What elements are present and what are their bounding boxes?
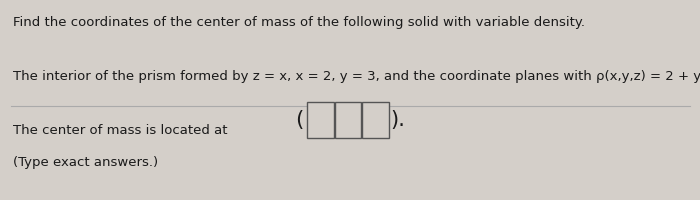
Text: The center of mass is located at: The center of mass is located at — [13, 124, 231, 137]
Bar — [335, 102, 361, 138]
Text: (: ( — [295, 110, 303, 130]
Bar — [307, 102, 334, 138]
Text: Find the coordinates of the center of mass of the following solid with variable : Find the coordinates of the center of ma… — [13, 16, 584, 29]
Text: The interior of the prism formed by z = x, x = 2, y = 3, and the coordinate plan: The interior of the prism formed by z = … — [13, 70, 700, 83]
Text: ).: ). — [391, 110, 405, 130]
Bar — [362, 102, 389, 138]
Text: (Type exact answers.): (Type exact answers.) — [13, 156, 158, 169]
